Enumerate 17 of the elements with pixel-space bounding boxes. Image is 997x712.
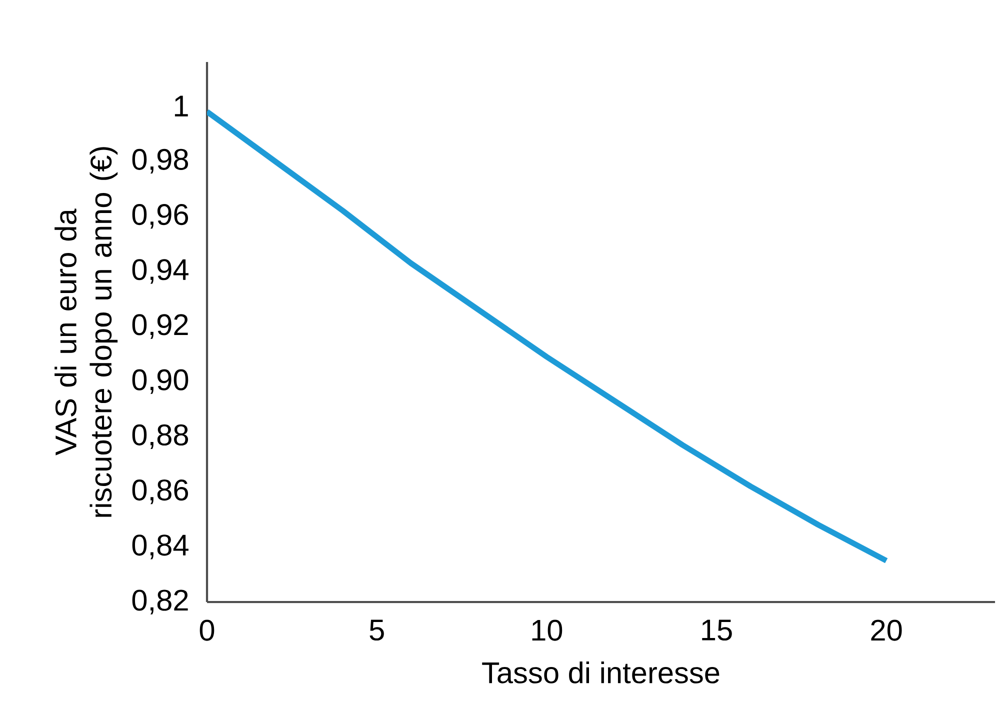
y-tick-label: 0,90 bbox=[132, 369, 188, 394]
x-tick-label: 10 bbox=[532, 620, 562, 641]
y-tick-label: 0,88 bbox=[132, 424, 188, 450]
y-tick-label: 1 bbox=[174, 96, 188, 116]
x-tick-label: 20 bbox=[871, 620, 902, 641]
x-axis-title: Tasso di interesse bbox=[482, 661, 720, 684]
y-tick-label: 0,86 bbox=[132, 479, 188, 504]
y-tick-label: 0,98 bbox=[132, 148, 188, 174]
x-tick-label: 0 bbox=[200, 620, 214, 641]
y-tick-label: 0,84 bbox=[132, 534, 188, 560]
y-tick-label: 0,96 bbox=[132, 204, 188, 229]
x-tick-label: 5 bbox=[370, 620, 384, 641]
x-tick-label: 15 bbox=[702, 620, 732, 641]
y-tick-label: 0,92 bbox=[132, 314, 188, 339]
y-axis-title: VAS di un euro da riscuotere dopo un anno (€) bbox=[54, 147, 118, 517]
y-tick-label: 0,82 bbox=[132, 590, 188, 614]
y-tick-label: 0,94 bbox=[132, 259, 188, 284]
